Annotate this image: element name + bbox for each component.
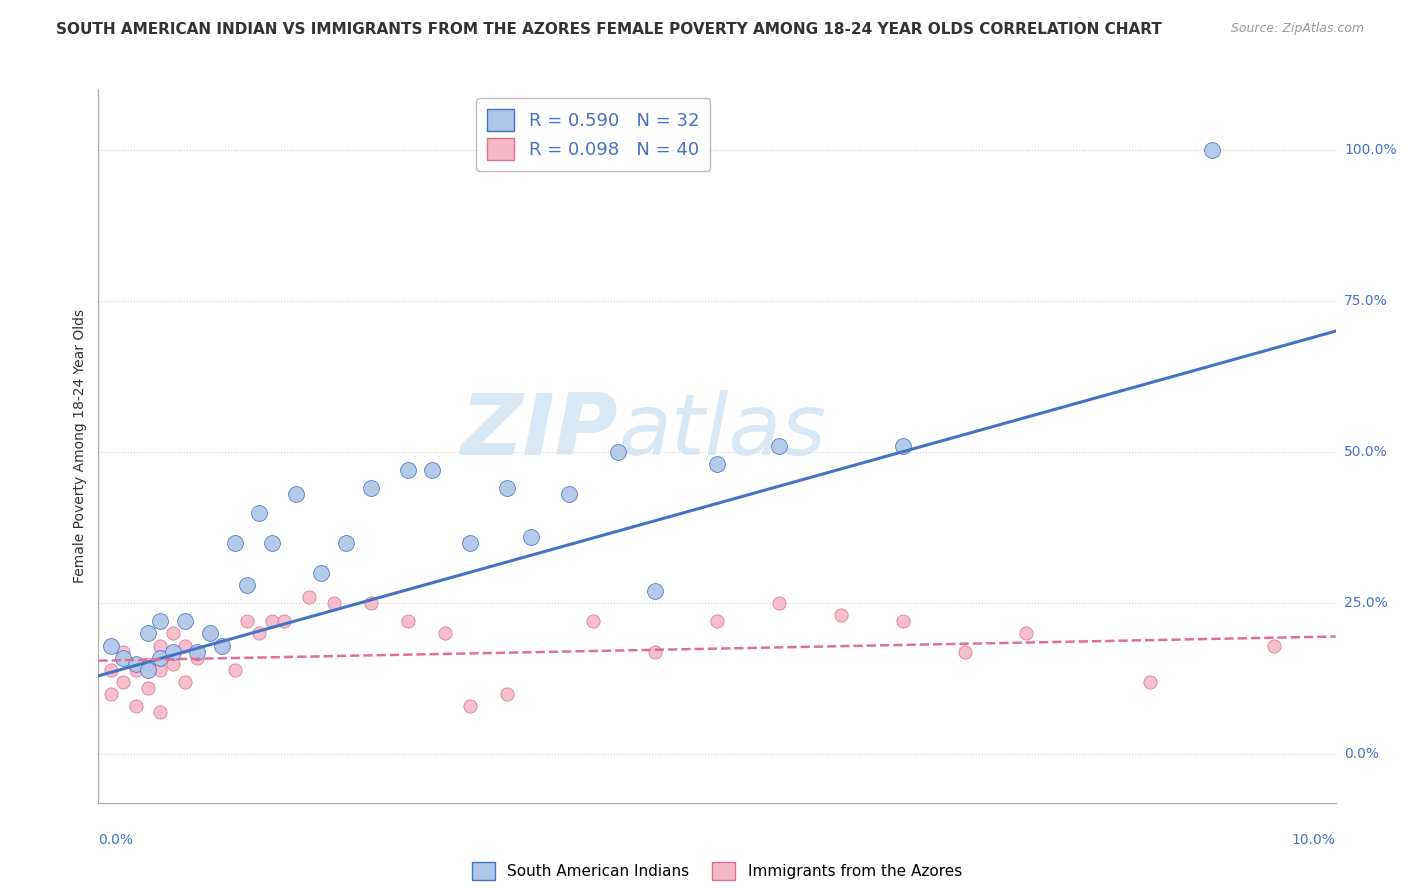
Point	[149, 663, 172, 677]
Point	[891, 615, 914, 629]
Point	[768, 439, 790, 453]
Point	[100, 687, 122, 701]
Point	[211, 639, 233, 653]
Point	[112, 650, 135, 665]
Point	[433, 626, 456, 640]
Point	[224, 663, 246, 677]
Point	[458, 535, 481, 549]
Point	[236, 615, 259, 629]
Point	[260, 535, 283, 549]
Point	[458, 699, 481, 714]
Point	[162, 645, 184, 659]
Point	[309, 566, 332, 580]
Point	[124, 699, 146, 714]
Point	[1263, 639, 1285, 653]
Point	[124, 663, 146, 677]
Point	[224, 535, 246, 549]
Point	[236, 578, 259, 592]
Y-axis label: Female Poverty Among 18-24 Year Olds: Female Poverty Among 18-24 Year Olds	[73, 309, 87, 583]
Point	[260, 615, 283, 629]
Text: 0.0%: 0.0%	[1344, 747, 1379, 762]
Point	[186, 645, 208, 659]
Point	[273, 615, 295, 629]
Point	[136, 681, 159, 695]
Point	[495, 687, 517, 701]
Point	[149, 615, 172, 629]
Point	[1139, 674, 1161, 689]
Text: 0.0%: 0.0%	[98, 833, 134, 847]
Point	[198, 626, 221, 640]
Point	[136, 663, 159, 677]
Text: 100.0%: 100.0%	[1344, 143, 1396, 157]
Point	[322, 596, 344, 610]
Text: Source: ZipAtlas.com: Source: ZipAtlas.com	[1230, 22, 1364, 36]
Point	[953, 645, 976, 659]
Point	[162, 657, 184, 671]
Point	[285, 487, 308, 501]
Point	[644, 584, 666, 599]
Point	[298, 590, 321, 604]
Point	[396, 463, 419, 477]
Point	[247, 506, 270, 520]
Point	[211, 639, 233, 653]
Point	[136, 626, 159, 640]
Point	[149, 705, 172, 719]
Point	[830, 608, 852, 623]
Point	[149, 639, 172, 653]
Text: atlas: atlas	[619, 390, 827, 474]
Text: 75.0%: 75.0%	[1344, 293, 1388, 308]
Point	[1201, 143, 1223, 157]
Text: 50.0%: 50.0%	[1344, 445, 1388, 459]
Point	[360, 596, 382, 610]
Point	[149, 650, 172, 665]
Point	[557, 487, 579, 501]
Point	[112, 674, 135, 689]
Text: ZIP: ZIP	[460, 390, 619, 474]
Point	[644, 645, 666, 659]
Text: 10.0%: 10.0%	[1292, 833, 1336, 847]
Point	[422, 463, 444, 477]
Point	[100, 639, 122, 653]
Point	[124, 657, 146, 671]
Point	[582, 615, 605, 629]
Point	[247, 626, 270, 640]
Text: SOUTH AMERICAN INDIAN VS IMMIGRANTS FROM THE AZORES FEMALE POVERTY AMONG 18-24 Y: SOUTH AMERICAN INDIAN VS IMMIGRANTS FROM…	[56, 22, 1163, 37]
Point	[706, 615, 728, 629]
Point	[174, 615, 197, 629]
Point	[520, 530, 543, 544]
Point	[162, 626, 184, 640]
Point	[706, 457, 728, 471]
Point	[100, 663, 122, 677]
Point	[112, 645, 135, 659]
Point	[768, 596, 790, 610]
Point	[198, 626, 221, 640]
Legend: South American Indians, Immigrants from the Azores: South American Indians, Immigrants from …	[464, 854, 970, 888]
Text: 25.0%: 25.0%	[1344, 596, 1388, 610]
Point	[136, 657, 159, 671]
Point	[186, 650, 208, 665]
Point	[607, 445, 630, 459]
Point	[360, 481, 382, 495]
Point	[174, 674, 197, 689]
Point	[1015, 626, 1038, 640]
Point	[891, 439, 914, 453]
Point	[335, 535, 357, 549]
Point	[174, 639, 197, 653]
Point	[396, 615, 419, 629]
Point	[495, 481, 517, 495]
